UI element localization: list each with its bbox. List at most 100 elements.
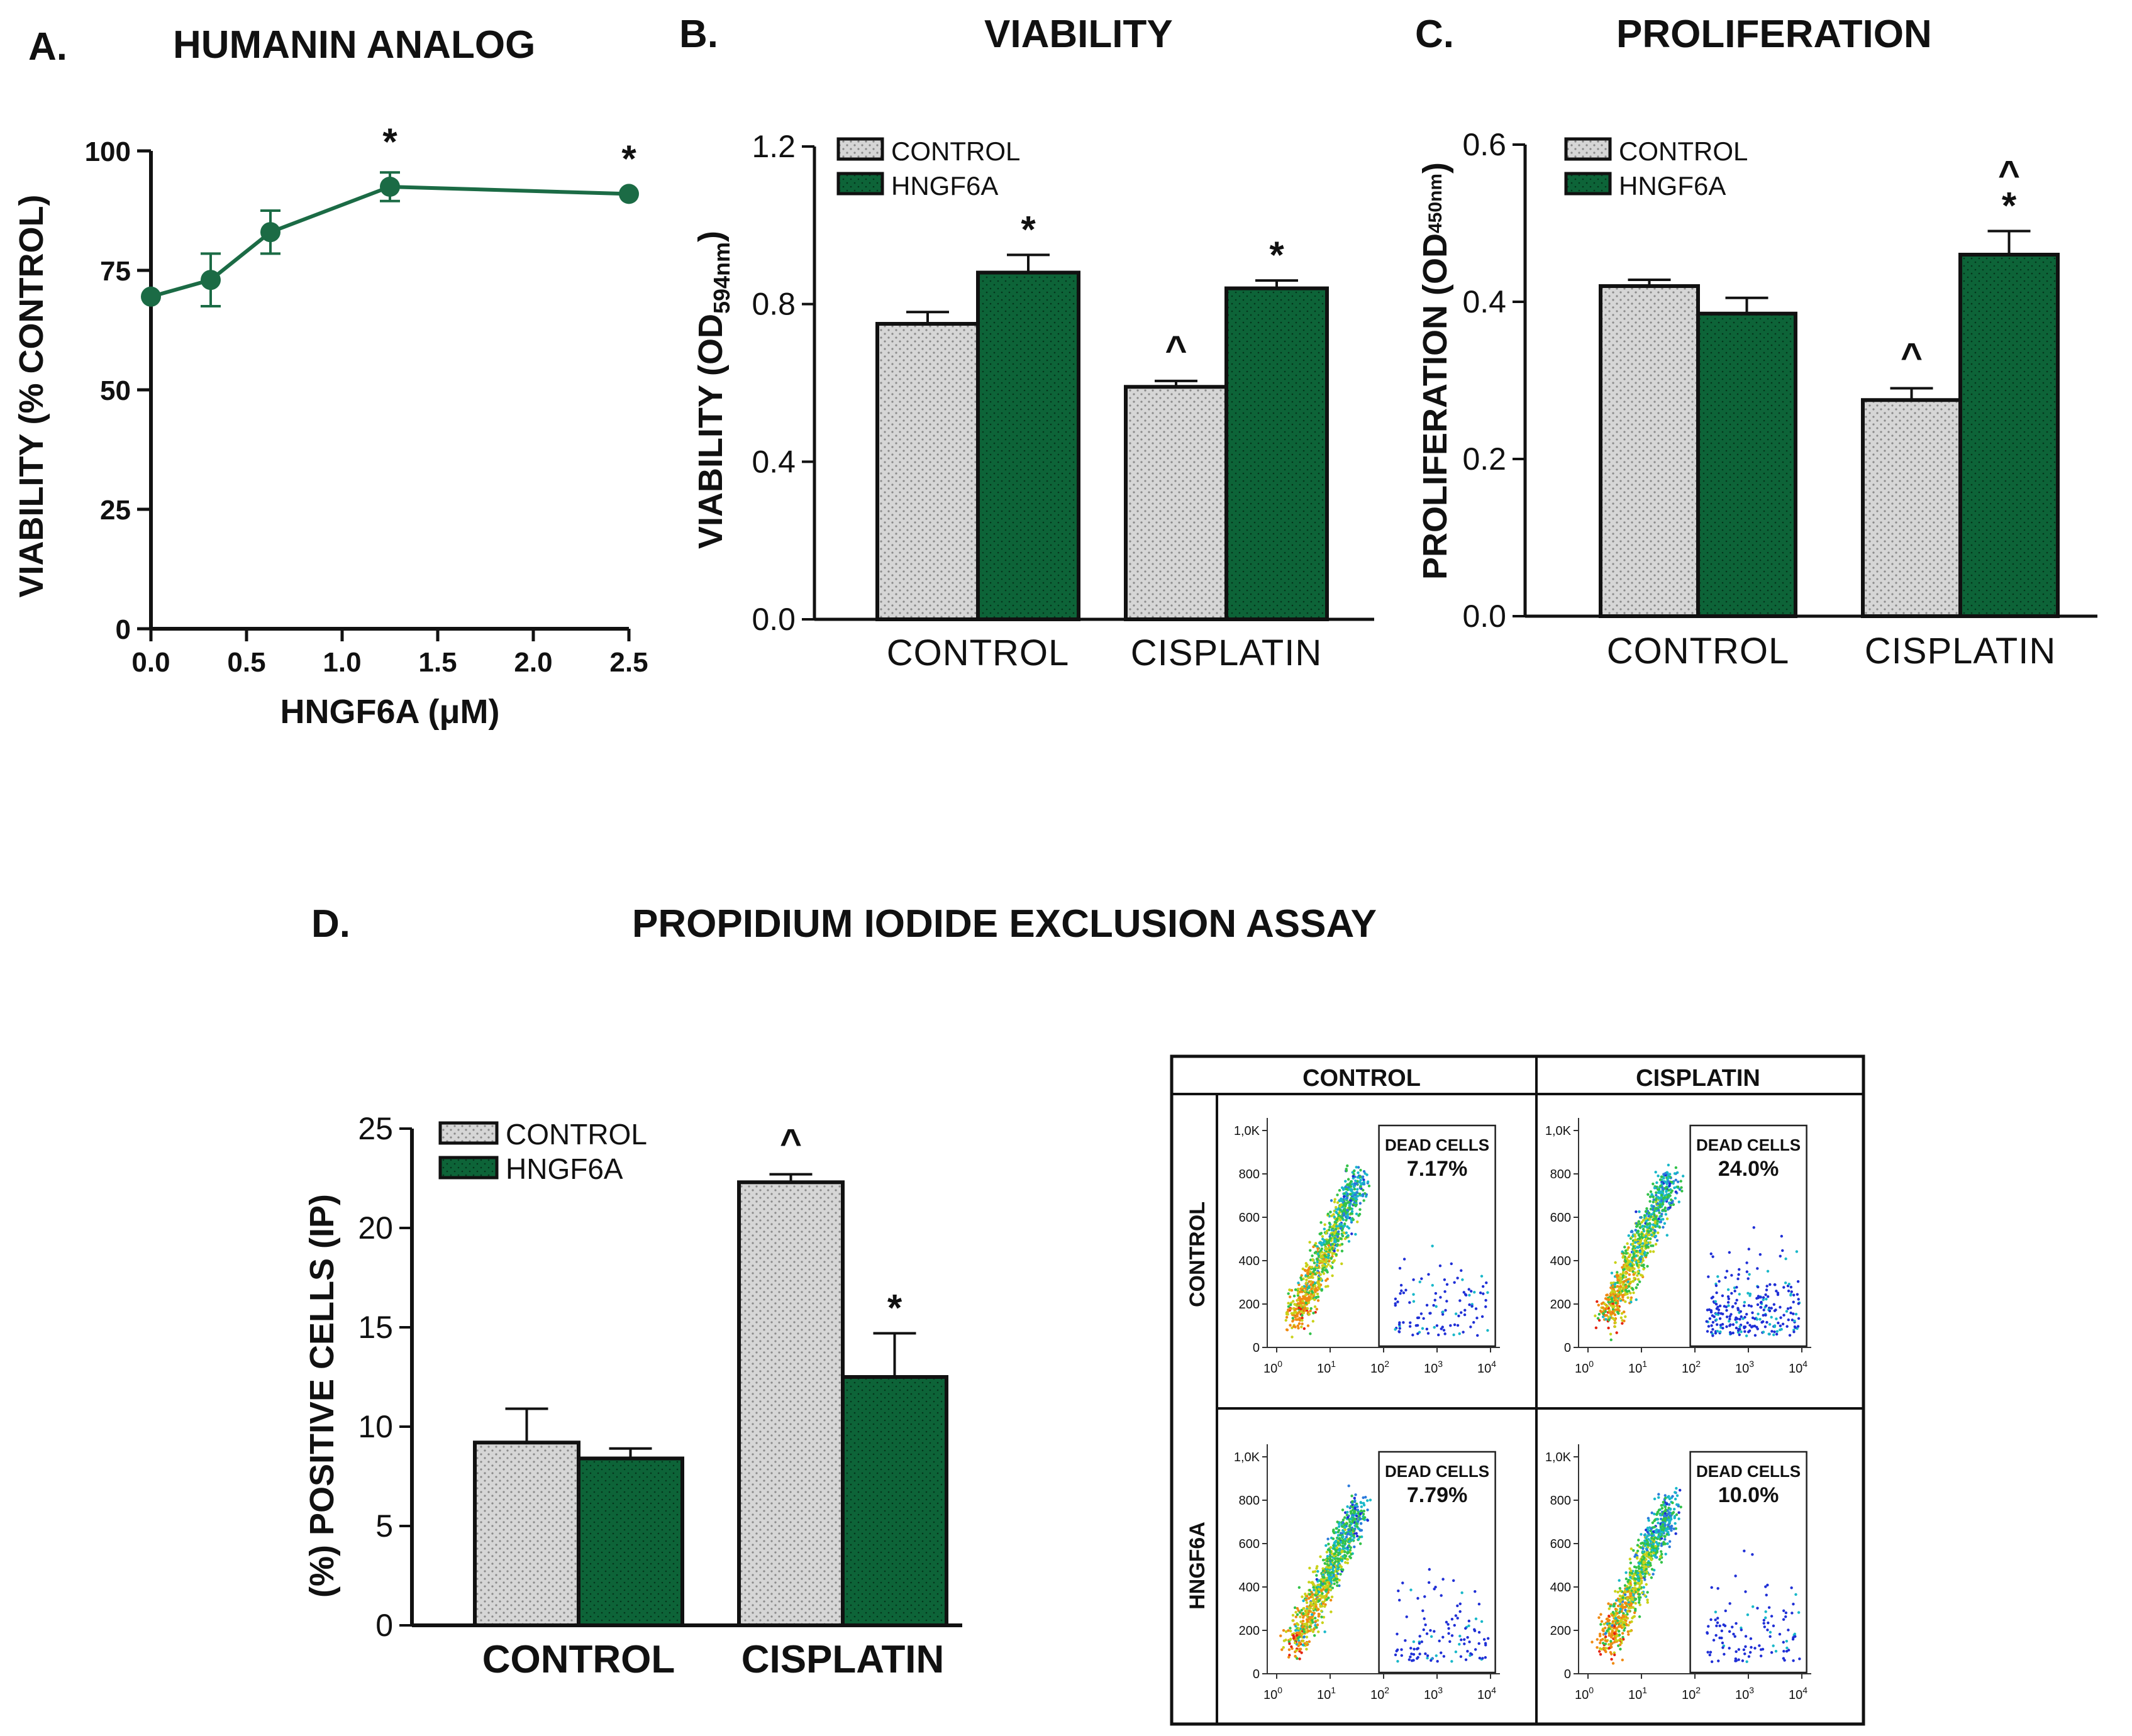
flow-event-dot bbox=[1784, 1615, 1787, 1618]
flow-event-dot bbox=[1308, 1581, 1311, 1584]
flow-event-dot bbox=[1667, 1176, 1670, 1180]
flow-event-dot bbox=[1333, 1198, 1336, 1201]
flow-event-dot bbox=[1794, 1593, 1797, 1596]
flow-event-dot bbox=[1422, 1628, 1425, 1632]
flow-event-dot bbox=[1336, 1520, 1339, 1523]
flow-event-dot bbox=[1346, 1225, 1349, 1229]
flow-event-dot bbox=[1344, 1561, 1347, 1564]
flow-event-dot bbox=[1599, 1653, 1602, 1656]
flow-event-dot bbox=[1610, 1297, 1613, 1301]
flow-event-dot bbox=[1671, 1200, 1674, 1204]
flow-event-dot bbox=[1297, 1641, 1301, 1644]
flow-event-dot bbox=[1308, 1566, 1311, 1570]
panel-c-legend-label: HNGF6A bbox=[1619, 171, 1726, 201]
flow-event-dot bbox=[1762, 1622, 1765, 1625]
flow-event-dot bbox=[1458, 1634, 1462, 1638]
flow-event-dot bbox=[1347, 1200, 1351, 1204]
flow-event-dot bbox=[1287, 1302, 1290, 1305]
flow-event-dot bbox=[1328, 1259, 1331, 1263]
flow-event-dot bbox=[1655, 1239, 1659, 1242]
flow-event-dot bbox=[1443, 1290, 1446, 1293]
flow-event-dot bbox=[1338, 1525, 1341, 1528]
panel-c-ytick-label: 0.4 bbox=[1462, 284, 1506, 319]
flow-event-dot bbox=[1637, 1220, 1641, 1223]
flow-event-dot bbox=[1338, 1244, 1341, 1247]
flow-event-dot bbox=[1292, 1312, 1296, 1315]
flow-event-dot bbox=[1296, 1622, 1299, 1625]
flow-event-dot bbox=[1651, 1208, 1655, 1211]
flow-event-dot bbox=[1668, 1545, 1671, 1549]
flow-event-dot bbox=[1333, 1240, 1336, 1244]
flow-xtick-exp: 1 bbox=[1642, 1685, 1647, 1695]
flow-event-dot bbox=[1630, 1300, 1633, 1303]
flow-event-dot bbox=[1638, 1250, 1642, 1253]
panel-d-legend-swatch-control bbox=[438, 1121, 499, 1145]
flow-event-dot bbox=[1358, 1180, 1362, 1184]
panel-d-ytick-label: 5 bbox=[375, 1508, 393, 1544]
flow-event-dot bbox=[1315, 1308, 1319, 1311]
flow-event-dot bbox=[1793, 1632, 1797, 1636]
flow-xtick-base: 10 bbox=[1370, 1362, 1384, 1376]
flow-event-dot bbox=[1329, 1562, 1333, 1566]
flow-event-dot bbox=[1721, 1294, 1724, 1298]
flow-event-dot bbox=[1302, 1599, 1305, 1603]
flow-event-dot bbox=[1730, 1291, 1733, 1295]
flow-event-dot bbox=[1616, 1604, 1620, 1608]
flow-event-dot bbox=[1338, 1584, 1341, 1588]
flow-event-dot bbox=[1606, 1629, 1609, 1632]
flow-event-dot bbox=[1296, 1631, 1299, 1635]
flow-event-dot bbox=[1349, 1188, 1352, 1192]
flow-event-dot bbox=[1335, 1546, 1339, 1549]
flow-event-dot bbox=[1613, 1605, 1616, 1608]
flow-event-dot bbox=[1328, 1246, 1332, 1249]
flow-event-dot bbox=[1313, 1298, 1316, 1302]
flow-event-dot bbox=[1320, 1247, 1324, 1251]
flow-event-dot bbox=[1314, 1296, 1318, 1299]
flow-event-dot bbox=[1604, 1635, 1607, 1639]
flow-event-dot bbox=[1306, 1271, 1309, 1275]
flow-event-dot bbox=[1355, 1525, 1359, 1529]
flow-event-dot bbox=[1306, 1324, 1310, 1327]
flow-event-dot bbox=[1351, 1520, 1354, 1523]
flow-event-dot bbox=[1398, 1266, 1402, 1270]
flow-event-dot bbox=[1718, 1280, 1721, 1283]
flow-event-dot bbox=[1457, 1314, 1460, 1318]
flow-event-dot bbox=[1634, 1571, 1638, 1574]
flow-event-dot bbox=[1323, 1582, 1326, 1585]
flow-event-dot bbox=[1356, 1220, 1359, 1224]
flow-event-dot bbox=[1438, 1264, 1442, 1268]
flow-event-dot bbox=[1302, 1327, 1306, 1330]
flow-event-dot bbox=[1784, 1257, 1787, 1261]
flow-event-dot bbox=[1607, 1308, 1611, 1312]
flow-event-dot bbox=[1328, 1221, 1331, 1225]
flow-xtick-base: 10 bbox=[1682, 1688, 1696, 1702]
flow-event-dot bbox=[1606, 1305, 1609, 1308]
flow-event-dot bbox=[1610, 1271, 1614, 1274]
flow-event-dot bbox=[1346, 1178, 1350, 1181]
flow-event-dot bbox=[1340, 1199, 1344, 1203]
flow-event-dot bbox=[1622, 1612, 1625, 1615]
flow-event-dot bbox=[1777, 1321, 1780, 1325]
flow-gate-label: DEAD CELLS bbox=[1696, 1136, 1801, 1154]
flow-event-dot bbox=[1792, 1602, 1795, 1606]
flow-event-dot bbox=[1285, 1311, 1289, 1314]
panel-a-ytick-label: 75 bbox=[100, 256, 131, 287]
flow-event-dot bbox=[1402, 1258, 1406, 1261]
flow-event-dot bbox=[1326, 1559, 1329, 1563]
flow-event-dot bbox=[1757, 1296, 1760, 1300]
flow-event-dot bbox=[1796, 1293, 1799, 1296]
flow-event-dot bbox=[1454, 1614, 1458, 1617]
flow-event-dot bbox=[1655, 1191, 1658, 1194]
flow-event-dot bbox=[1474, 1617, 1478, 1620]
flow-event-dot bbox=[1323, 1239, 1326, 1242]
flow-event-dot bbox=[1352, 1169, 1356, 1173]
flow-event-dot bbox=[1341, 1545, 1345, 1548]
flow-event-dot bbox=[1312, 1312, 1315, 1315]
flow-event-dot bbox=[1770, 1315, 1773, 1319]
flow-event-dot bbox=[1313, 1261, 1316, 1264]
panel-c-ylabel-end: ) bbox=[1416, 162, 1454, 174]
flow-event-dot bbox=[1659, 1184, 1662, 1188]
flow-event-dot bbox=[1795, 1250, 1799, 1253]
